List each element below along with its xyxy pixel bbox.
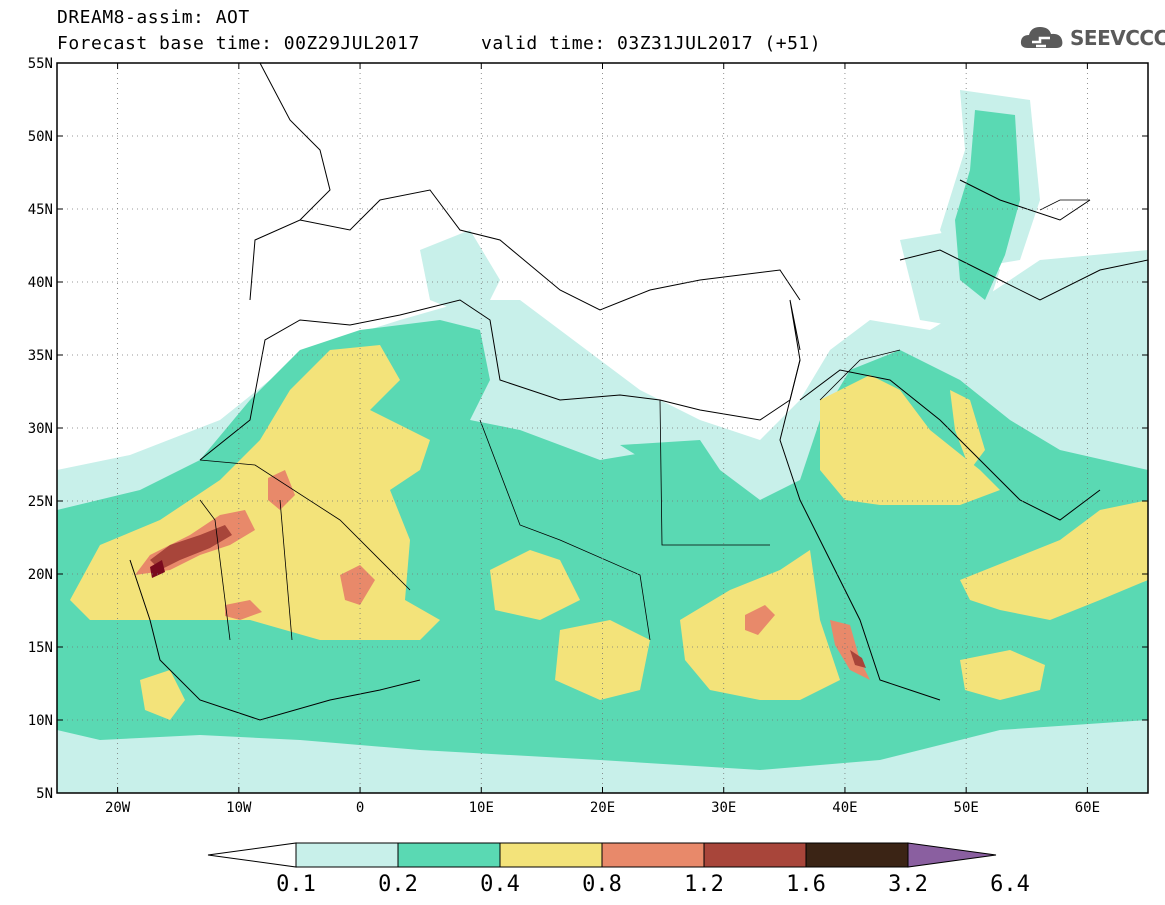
- colorbar-swatch: [703, 842, 807, 868]
- colorbar-swatch: [601, 842, 705, 868]
- lat-label: 5N: [36, 786, 53, 802]
- lat-label: 35N: [28, 348, 53, 364]
- colorbar-label: 6.4: [990, 872, 1030, 897]
- lon-label: 20E: [590, 800, 615, 816]
- lon-label: 10E: [469, 800, 494, 816]
- colorbar-label: 1.2: [684, 872, 724, 897]
- valid-time: valid time: 03Z31JUL2017 (+51): [481, 33, 822, 54]
- colorbar-swatch: [805, 842, 909, 868]
- latitude-labels: 55N 50N 45N 40N 35N 30N 25N 20N 15N 10N 5N: [28, 56, 53, 802]
- colorbar-swatch: [295, 842, 399, 868]
- colorbar-label: 0.4: [480, 872, 520, 897]
- colorbar-label: 3.2: [888, 872, 928, 897]
- lat-label: 10N: [28, 713, 53, 729]
- colorbar-low-arrow: [207, 842, 297, 868]
- lat-label: 55N: [28, 56, 53, 72]
- colorbar-high-arrow: [907, 842, 997, 868]
- aot-level-1.6: [150, 560, 165, 578]
- lat-label: 45N: [28, 202, 53, 218]
- longitude-labels: 20W 10W 0 10E 20E 30E 40E 50E 60E: [105, 800, 1100, 816]
- colorbar-swatch: [397, 842, 501, 868]
- lon-label: 10W: [226, 800, 252, 816]
- lon-label: 40E: [832, 800, 857, 816]
- aot-level-1.2: [150, 525, 866, 668]
- colorbar-label: 0.2: [378, 872, 418, 897]
- lon-label: 60E: [1075, 800, 1100, 816]
- axis-ticks: [57, 62, 1148, 794]
- lon-label: 50E: [954, 800, 979, 816]
- lat-label: 20N: [28, 567, 53, 583]
- borders: [199, 199, 1090, 641]
- logo-text: SEEVCCC: [1070, 26, 1165, 50]
- lat-label: 50N: [28, 129, 53, 145]
- seevccc-logo: SEEVCCC: [1018, 22, 1165, 54]
- colorbar-label: 0.1: [276, 872, 316, 897]
- lon-label: 0: [356, 800, 364, 816]
- forecast-base-time: Forecast base time: 00Z29JUL2017: [57, 33, 420, 54]
- cloud-icon: [1020, 27, 1063, 48]
- lat-label: 15N: [28, 640, 53, 656]
- lat-label: 30N: [28, 421, 53, 437]
- lon-label: 30E: [711, 800, 736, 816]
- lon-label: 20W: [105, 800, 131, 816]
- colorbar-swatch: [499, 842, 603, 868]
- lat-label: 25N: [28, 494, 53, 510]
- colorbar-label: 0.8: [582, 872, 622, 897]
- lat-label: 40N: [28, 275, 53, 291]
- map-title: DREAM8-assim: AOT: [57, 7, 250, 28]
- colorbar-label: 1.6: [786, 872, 826, 897]
- aot-fields: [57, 90, 1148, 793]
- gridlines: [57, 63, 1148, 793]
